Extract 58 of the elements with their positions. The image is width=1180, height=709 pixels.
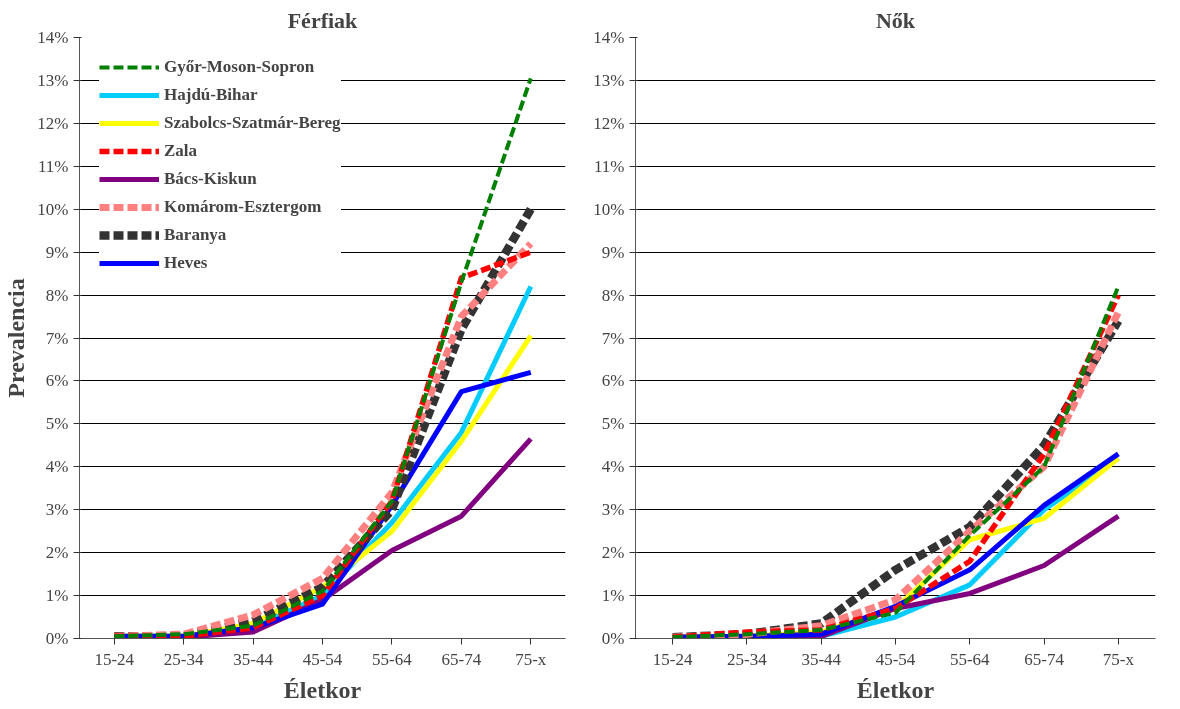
legend-label: Bács-Kiskun xyxy=(164,169,257,189)
y-tick-label: 9% xyxy=(601,242,625,262)
legend-label: Hajdú-Bihar xyxy=(164,85,258,105)
x-tick-label: 75-x xyxy=(515,649,547,669)
x-tick-label: 25-34 xyxy=(727,649,768,669)
x-tick-label: 25-34 xyxy=(163,649,204,669)
y-tick-label: 0% xyxy=(601,629,625,648)
x-axis-title: Életkor xyxy=(283,676,362,703)
y-tick-label: 14% xyxy=(593,28,625,47)
y-tick-label: 13% xyxy=(593,70,625,90)
y-tick-label: 4% xyxy=(601,457,625,477)
y-tick-label: 2% xyxy=(601,543,625,563)
chart-title: Nők xyxy=(875,7,916,33)
x-tick-label: 55-64 xyxy=(949,649,991,669)
y-tick-label: 1% xyxy=(45,586,69,606)
y-tick-label: 14% xyxy=(37,28,69,47)
y-tick-label: 7% xyxy=(45,328,69,348)
y-tick-label: 9% xyxy=(45,242,69,262)
chart-title: Férfiak xyxy=(287,7,359,33)
y-tick-label: 0% xyxy=(45,629,69,648)
line-series xyxy=(112,76,533,639)
y-tick-label: 2% xyxy=(45,543,69,563)
y-tick-label: 6% xyxy=(601,371,625,391)
y-tick-label: 3% xyxy=(45,500,69,520)
y-tick-label: 11% xyxy=(37,156,69,176)
x-tick-label: 75-x xyxy=(1102,649,1135,669)
y-tick-label: 8% xyxy=(45,285,69,305)
x-tick-label: 35-44 xyxy=(801,649,842,669)
legend-label: Szabolcs-Szatmár-Bereg xyxy=(164,113,341,133)
y-tick-label: 5% xyxy=(45,414,69,434)
legend-label: Zala xyxy=(164,141,198,161)
y-tick-label: 10% xyxy=(37,199,69,219)
legend-label: Heves xyxy=(164,253,208,273)
y-tick-label: 1% xyxy=(601,586,625,606)
y-tick-label: 10% xyxy=(593,199,625,219)
y-tick-label: 12% xyxy=(37,113,69,133)
x-tick-label: 35-44 xyxy=(233,649,274,669)
y-tick-label: 8% xyxy=(601,285,625,305)
x-tick-label: 55-64 xyxy=(372,649,413,669)
y-tick-label: 7% xyxy=(601,328,625,348)
y-tick-label: 4% xyxy=(45,457,69,477)
y-tick-label: 11% xyxy=(593,156,625,176)
x-tick-label: 45-54 xyxy=(875,649,916,669)
legend-label: Baranya xyxy=(164,225,227,245)
legend-label: Győr-Moson-Sopron xyxy=(164,57,315,77)
legend-label: Komárom-Esztergom xyxy=(164,197,322,217)
x-axis-title: Életkor xyxy=(856,676,935,703)
y-tick-label: 13% xyxy=(37,70,69,90)
y-tick-label: 3% xyxy=(601,500,625,520)
y-tick-label: 5% xyxy=(601,414,625,434)
y-tick-label: 12% xyxy=(593,113,625,133)
x-tick-label: 45-54 xyxy=(302,649,343,669)
x-tick-label: 65-74 xyxy=(441,649,482,669)
x-tick-label: 65-74 xyxy=(1024,649,1065,669)
y-tick-label: 6% xyxy=(45,371,69,391)
x-tick-label: 15-24 xyxy=(652,649,693,669)
y-axis-title: Prevalencia xyxy=(3,278,30,398)
x-tick-label: 15-24 xyxy=(94,649,135,669)
